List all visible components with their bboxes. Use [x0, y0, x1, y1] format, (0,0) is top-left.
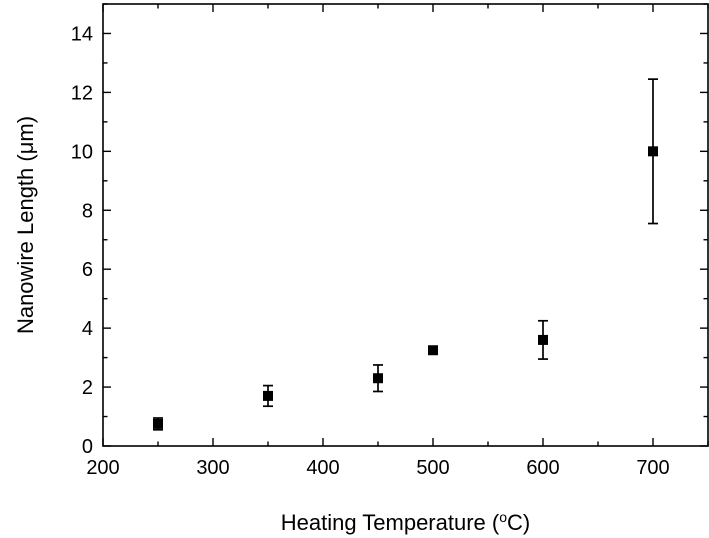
y-ticks: 0 2 4 6 8 10 12 14	[71, 3, 708, 458]
x-tick-label: 200	[86, 457, 119, 479]
x-tick-label: 400	[306, 457, 339, 479]
data-point	[538, 319, 548, 360]
x-axis-title-tail: C)	[507, 510, 530, 535]
x-ticks: 200 300 400 500 600 700	[86, 4, 709, 479]
square-marker	[648, 146, 658, 157]
data-point	[263, 384, 273, 408]
square-marker	[153, 418, 163, 429]
square-marker	[538, 334, 548, 345]
data-layer	[153, 78, 658, 431]
square-marker	[428, 345, 438, 356]
axes	[102, 3, 709, 447]
x-axis-title-main: Heating Temperature (	[281, 510, 500, 535]
y-tick-label: 8	[82, 200, 93, 222]
x-axis-title-superscript: o	[499, 509, 507, 525]
y-tick-label: 10	[71, 141, 93, 163]
y-tick-label: 12	[71, 82, 93, 104]
square-marker	[263, 390, 273, 401]
x-tick-label: 500	[416, 457, 449, 479]
x-tick-label: 300	[196, 457, 229, 479]
data-point	[153, 417, 163, 431]
square-marker	[373, 373, 383, 384]
y-axis-title: Nanowire Length (μm)	[13, 116, 38, 334]
y-tick-label: 0	[82, 436, 93, 458]
x-axis-title: Heating Temperature (oC)	[281, 509, 531, 535]
data-point	[648, 78, 658, 225]
y-tick-label: 14	[71, 23, 93, 45]
y-tick-label: 4	[82, 318, 93, 340]
x-tick-label: 600	[526, 457, 559, 479]
data-point	[373, 364, 383, 393]
x-tick-label: 700	[636, 457, 669, 479]
plot-frame	[102, 3, 709, 447]
y-tick-label: 2	[82, 377, 93, 399]
y-tick-label: 6	[82, 259, 93, 281]
data-point	[428, 345, 438, 356]
